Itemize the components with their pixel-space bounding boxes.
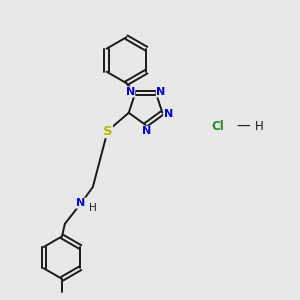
Text: N: N [156,87,166,97]
Text: H: H [255,120,263,133]
Text: S: S [103,124,112,137]
Text: N: N [164,109,173,119]
Text: N: N [126,87,135,97]
Text: —: — [236,119,250,134]
Text: N: N [142,126,151,136]
Text: H: H [89,203,97,214]
Text: N: N [76,198,86,208]
Text: Cl: Cl [211,120,224,133]
